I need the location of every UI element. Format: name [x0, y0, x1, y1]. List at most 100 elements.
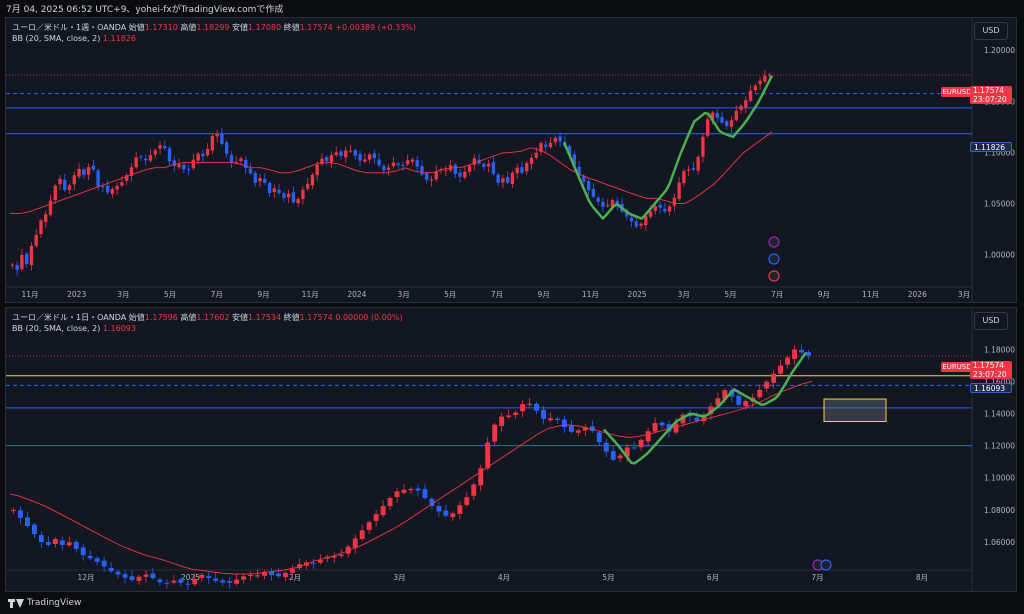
- x-tick-label: 7月: [771, 290, 783, 299]
- candle-body: [529, 157, 534, 164]
- candle-body: [729, 120, 734, 127]
- candle-body: [164, 582, 170, 584]
- candle-body: [39, 220, 43, 235]
- candle-body: [472, 158, 477, 165]
- candle-body: [491, 162, 496, 174]
- candle-body: [567, 146, 572, 156]
- candle-body: [283, 572, 288, 578]
- candle-body: [401, 164, 405, 166]
- candle-body: [15, 265, 19, 270]
- candle-body: [615, 200, 619, 205]
- candle-body: [629, 217, 634, 222]
- candle-body: [382, 165, 386, 171]
- candle-body: [115, 185, 119, 190]
- x-tick-label: 3月: [393, 573, 405, 582]
- y-tick-label: 1.08000: [984, 506, 1015, 515]
- candle-body: [553, 137, 557, 143]
- candle-body: [520, 167, 524, 173]
- legend-change: +0.00389 (+0.33%): [335, 23, 416, 32]
- candle-body: [422, 489, 428, 498]
- candle-body: [748, 90, 753, 101]
- candle-body: [229, 154, 234, 163]
- candle-body: [415, 488, 421, 491]
- candle-body: [478, 468, 484, 486]
- economic-event-icon: [820, 559, 832, 571]
- legend-open: 1.17596: [144, 313, 178, 322]
- candle-body: [596, 197, 600, 202]
- candle-body: [373, 514, 379, 521]
- currency-button[interactable]: USD: [974, 312, 1008, 330]
- candle-body: [167, 148, 172, 162]
- candle-body: [429, 498, 435, 507]
- candle-body: [329, 155, 334, 163]
- candle-body: [644, 216, 648, 226]
- currency-button[interactable]: USD: [974, 22, 1008, 40]
- price-tag-price: 1.17574: [973, 361, 1005, 370]
- chart-weekly-svg[interactable]: 1.200001.150001.100001.050001.0000011月20…: [6, 18, 1016, 302]
- candle-body: [192, 578, 198, 585]
- candle-body: [199, 574, 205, 579]
- candle-body: [406, 160, 410, 165]
- x-tick-label: 12月: [77, 573, 94, 582]
- legend-low-label: 安値: [232, 313, 249, 322]
- candle-body: [561, 419, 567, 428]
- chart-pane-weekly[interactable]: 1.200001.150001.100001.050001.0000011月20…: [5, 17, 1017, 303]
- chart-daily-svg[interactable]: 1.18000 1.16000 1.14000 1.12000 1.10000 1.080…: [6, 308, 1016, 591]
- candle-body: [136, 576, 142, 581]
- candle-body: [263, 178, 267, 183]
- candle-body: [443, 510, 449, 516]
- candle-body: [348, 150, 353, 152]
- candle-body: [436, 506, 442, 512]
- candle-body: [129, 167, 134, 177]
- legend-high-label: 高値: [180, 313, 197, 322]
- candle-body: [667, 206, 672, 212]
- candle-body: [694, 417, 700, 421]
- candle-body: [338, 554, 344, 557]
- candle-body: [105, 185, 110, 193]
- chart-pane-daily[interactable]: 1.18000 1.16000 1.14000 1.12000 1.10000 1.080…: [5, 307, 1017, 592]
- candle-body: [258, 177, 262, 182]
- candle-body: [205, 148, 210, 156]
- candle-body: [67, 185, 72, 191]
- candle-body: [572, 154, 577, 166]
- candle-body: [125, 175, 129, 181]
- candle-body: [143, 574, 149, 577]
- candle-body: [262, 571, 267, 576]
- candle-body: [601, 201, 605, 207]
- candle-body: [710, 112, 715, 121]
- candle-body: [108, 567, 114, 572]
- candle-body: [310, 174, 315, 186]
- candle-body: [471, 484, 477, 496]
- x-tick-label: 3月: [397, 290, 409, 299]
- candle-body: [715, 113, 719, 118]
- candle-body: [172, 160, 176, 166]
- candle-body: [541, 409, 546, 419]
- candle-body: [496, 174, 500, 183]
- candle-body: [415, 160, 419, 167]
- tradingview-logo[interactable]: TradingView: [8, 598, 81, 608]
- candle-body: [157, 579, 163, 583]
- candle-body: [582, 427, 588, 431]
- candle-body: [185, 583, 191, 585]
- candle-body: [806, 351, 811, 356]
- candle-body: [450, 513, 456, 518]
- candle-body: [701, 414, 707, 422]
- legend-change: 0.00000 (0.00%): [335, 313, 403, 322]
- candle-body: [38, 535, 44, 543]
- candle-body: [182, 164, 186, 170]
- legend-high: 1.17602: [196, 313, 230, 322]
- x-tick-label: 2023: [67, 290, 86, 299]
- candle-body: [158, 145, 162, 149]
- candle-body: [420, 166, 424, 175]
- candle-body: [34, 235, 38, 246]
- candle-body: [148, 155, 153, 161]
- candle-body: [277, 189, 281, 193]
- legend-open: 1.17310: [144, 23, 178, 32]
- candle-body: [734, 110, 738, 121]
- candle-body: [610, 451, 616, 460]
- candle-body: [24, 517, 30, 527]
- candle-body: [725, 121, 729, 126]
- candle-body: [410, 159, 415, 162]
- candle-body: [18, 510, 23, 518]
- tradingview-logo-icon: [8, 598, 24, 608]
